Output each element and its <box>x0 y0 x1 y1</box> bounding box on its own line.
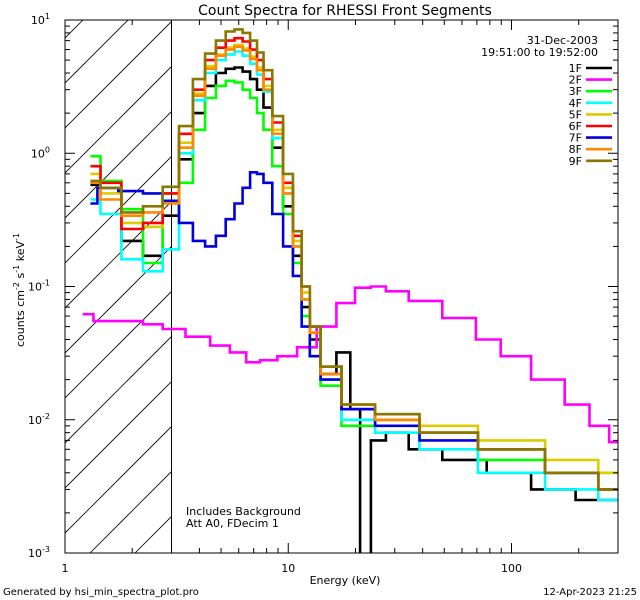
y-tick-label: 100 <box>31 145 50 160</box>
hatch-line <box>65 425 172 534</box>
legend-label-6f: 6F <box>569 120 582 133</box>
x-tick-label: 100 <box>501 562 522 575</box>
x-tick-label: 10 <box>281 562 295 575</box>
x-axis-label: Energy (keV) <box>310 574 381 587</box>
series-line-2f <box>82 285 618 444</box>
hatch-line <box>65 380 172 489</box>
legend-label-5f: 5F <box>569 108 582 121</box>
legend-label-7f: 7F <box>569 132 582 145</box>
y-label-part-3: keV <box>14 241 27 265</box>
y-label-exp-1: -2 <box>12 282 21 290</box>
legend-label-3f: 3F <box>569 85 582 98</box>
series-line-3f <box>90 79 618 475</box>
y-label-part-1: counts cm <box>14 290 27 347</box>
annotation-attenuator: Att A0, FDecim 1 <box>186 517 279 530</box>
hatch-line <box>65 245 172 354</box>
axis-ticks: 10 100 10-3 10-2 10-1 100 101 <box>28 12 619 575</box>
y-tick-label: 101 <box>31 12 50 27</box>
series-line-4f <box>90 50 618 502</box>
legend-label-1f: 1F <box>569 62 582 75</box>
hatch-line <box>65 65 172 174</box>
hatch-line <box>65 200 172 309</box>
y-tick-label: 10-2 <box>28 412 50 427</box>
time-range-label: 19:51:00 to 19:52:00 <box>481 46 598 59</box>
legend-label-9f: 9F <box>569 155 582 168</box>
y-tick-label: 10-1 <box>28 279 50 294</box>
x-corner-label: 1 <box>62 562 69 575</box>
legend-label-4f: 4F <box>569 97 582 110</box>
series-lines <box>82 28 618 553</box>
series-line-9f <box>90 28 618 491</box>
chart-title: Count Spectra for RHESSI Front Segments <box>198 3 492 19</box>
hatch-line <box>65 20 172 129</box>
series-line-8f <box>90 45 618 491</box>
hatched-region <box>65 20 173 553</box>
annotation-background: Includes Background <box>186 505 301 518</box>
y-axis-label: counts cm-2 s-1 keV-1 <box>12 233 27 347</box>
legend-label-8f: 8F <box>569 143 582 156</box>
hatch-lines <box>65 20 172 553</box>
series-line-6f <box>90 36 618 491</box>
y-label-exp-2: -1 <box>12 265 21 273</box>
series-line-1f <box>90 66 618 553</box>
series-line-7f <box>90 171 618 491</box>
footer-generated-by: Generated by hsi_min_spectra_plot.pro <box>3 587 199 598</box>
legend-label-2f: 2F <box>569 74 582 87</box>
date-label: 31-Dec-2003 <box>527 34 598 47</box>
y-label-part-2: s <box>14 272 27 281</box>
y-tick-label: 10-3 <box>28 545 50 560</box>
y-label-exp-3: -1 <box>12 233 21 241</box>
footer-timestamp: 12-Apr-2023 21:25 <box>543 587 637 598</box>
